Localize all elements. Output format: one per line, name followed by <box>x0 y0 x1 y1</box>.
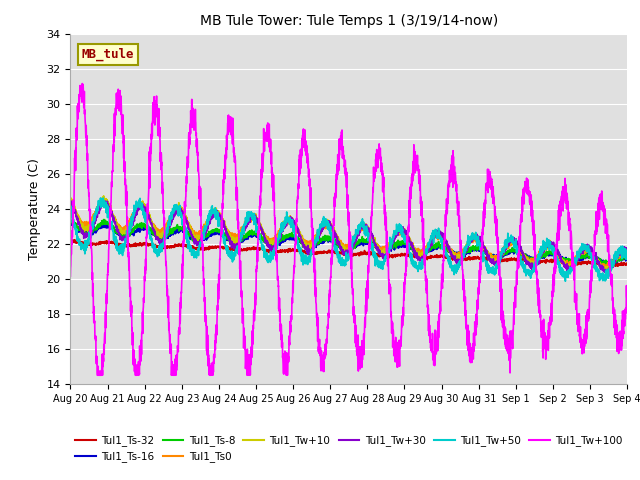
Tul1_Tw+10 <box>612 257 620 263</box>
Tul1_Tw+30 <box>131 217 138 223</box>
Tul1_Tw+50 <box>280 222 288 228</box>
Tul1_Ts-8 <box>67 219 74 225</box>
Tul1_Tw+50 <box>163 229 171 235</box>
Tul1_Ts-32 <box>67 237 74 242</box>
Tul1_Ts0 <box>163 221 171 227</box>
Tul1_Ts-32 <box>163 245 171 251</box>
Tul1_Ts-32 <box>612 261 620 267</box>
Tul1_Tw+100 <box>67 273 74 279</box>
Tul1_Ts0 <box>604 266 612 272</box>
Tul1_Ts-16 <box>602 263 609 269</box>
Tul1_Tw+30 <box>305 249 312 255</box>
Tul1_Ts-16 <box>163 235 171 240</box>
Tul1_Ts-8 <box>100 216 108 222</box>
Tul1_Tw+10 <box>131 210 138 216</box>
Tul1_Ts-32 <box>130 243 138 249</box>
Line: Tul1_Tw+30: Tul1_Tw+30 <box>70 201 627 275</box>
Tul1_Tw+100 <box>163 286 171 291</box>
Tul1_Ts-16 <box>612 258 620 264</box>
Tul1_Ts0 <box>68 198 76 204</box>
Tul1_Ts-32 <box>602 264 610 270</box>
Tul1_Tw+10 <box>305 242 312 248</box>
Tul1_Ts-8 <box>601 264 609 269</box>
Tul1_Tw+50 <box>552 261 560 266</box>
Tul1_Ts-16 <box>130 230 138 236</box>
Line: Tul1_Ts-16: Tul1_Ts-16 <box>70 222 627 266</box>
Line: Tul1_Ts-32: Tul1_Ts-32 <box>70 240 627 267</box>
Tul1_Ts-16 <box>67 219 74 225</box>
Tul1_Tw+30 <box>280 224 288 230</box>
Tul1_Tw+10 <box>163 226 171 231</box>
Tul1_Tw+100 <box>305 164 312 169</box>
Tul1_Tw+10 <box>67 198 74 204</box>
Tul1_Ts-8 <box>131 225 138 230</box>
Tul1_Tw+10 <box>552 248 560 254</box>
Tul1_Ts-8 <box>623 255 631 261</box>
Tul1_Ts-8 <box>612 257 620 263</box>
Tul1_Ts0 <box>612 255 620 261</box>
Tul1_Tw+30 <box>100 198 108 204</box>
Tul1_Tw+100 <box>79 81 86 86</box>
Tul1_Ts0 <box>305 240 312 246</box>
Line: Tul1_Ts0: Tul1_Ts0 <box>70 201 627 269</box>
Tul1_Tw+100 <box>280 354 288 360</box>
Tul1_Tw+100 <box>612 333 620 338</box>
Line: Tul1_Ts-8: Tul1_Ts-8 <box>70 219 627 266</box>
Tul1_Tw+50 <box>623 255 631 261</box>
Tul1_Ts-8 <box>552 252 560 258</box>
Tul1_Tw+50 <box>305 254 312 260</box>
Line: Tul1_Tw+50: Tul1_Tw+50 <box>70 198 627 281</box>
Tul1_Tw+10 <box>280 223 288 229</box>
Tul1_Ts-32 <box>623 261 631 267</box>
Text: MB_tule: MB_tule <box>81 48 134 61</box>
Tul1_Tw+100 <box>93 372 101 378</box>
Title: MB Tule Tower: Tule Temps 1 (3/19/14-now): MB Tule Tower: Tule Temps 1 (3/19/14-now… <box>200 14 498 28</box>
Tul1_Tw+50 <box>561 278 569 284</box>
Tul1_Tw+100 <box>623 303 631 309</box>
Tul1_Ts0 <box>623 252 631 258</box>
Tul1_Ts0 <box>552 250 560 256</box>
Tul1_Ts-16 <box>280 238 288 243</box>
Tul1_Tw+50 <box>99 195 107 201</box>
Tul1_Tw+50 <box>67 207 74 213</box>
Tul1_Ts0 <box>131 211 138 217</box>
Tul1_Tw+30 <box>163 228 171 234</box>
Tul1_Tw+30 <box>552 248 560 253</box>
Tul1_Tw+10 <box>100 193 108 199</box>
Tul1_Ts-16 <box>304 241 312 247</box>
Tul1_Tw+50 <box>131 213 138 219</box>
Tul1_Ts-32 <box>304 249 312 255</box>
Tul1_Ts-8 <box>163 233 171 239</box>
Tul1_Tw+100 <box>553 238 561 244</box>
Tul1_Ts0 <box>67 200 74 205</box>
Tul1_Ts-8 <box>305 246 312 252</box>
Tul1_Tw+10 <box>602 269 610 275</box>
Tul1_Ts-32 <box>552 258 560 264</box>
Tul1_Ts0 <box>280 223 288 228</box>
Tul1_Tw+100 <box>131 363 138 369</box>
Tul1_Ts-16 <box>623 254 631 260</box>
Line: Tul1_Tw+10: Tul1_Tw+10 <box>70 196 627 272</box>
Line: Tul1_Tw+100: Tul1_Tw+100 <box>70 84 627 375</box>
Tul1_Tw+10 <box>623 251 631 256</box>
Tul1_Ts-8 <box>280 234 288 240</box>
Tul1_Tw+50 <box>612 253 620 259</box>
Tul1_Tw+30 <box>603 272 611 277</box>
Tul1_Tw+30 <box>612 254 620 260</box>
Tul1_Tw+30 <box>67 200 74 205</box>
Y-axis label: Temperature (C): Temperature (C) <box>28 158 41 260</box>
Tul1_Tw+30 <box>623 246 631 252</box>
Tul1_Ts-32 <box>280 248 288 253</box>
Tul1_Ts-16 <box>552 254 560 260</box>
Legend: Tul1_Ts-32, Tul1_Ts-16, Tul1_Ts-8, Tul1_Ts0, Tul1_Tw+10, Tul1_Tw+30, Tul1_Tw+50,: Tul1_Ts-32, Tul1_Ts-16, Tul1_Ts-8, Tul1_… <box>71 431 627 467</box>
